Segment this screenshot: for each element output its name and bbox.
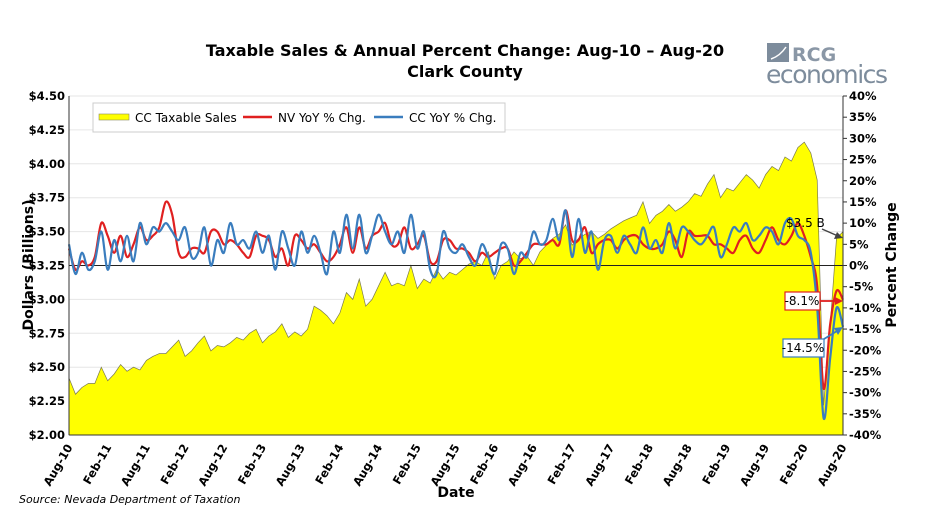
y-tick-label: $3.50 bbox=[29, 225, 65, 239]
x-tick-label: Feb-20 bbox=[777, 442, 811, 487]
source-note: Source: Nevada Department of Taxation bbox=[19, 493, 241, 506]
y-tick-label: $2.00 bbox=[29, 428, 65, 442]
legend-label-sales: CC Taxable Sales bbox=[135, 111, 237, 125]
x-tick-label: Aug-13 bbox=[273, 442, 308, 489]
x-tick-label: Feb-17 bbox=[544, 442, 578, 487]
annotation-cc: -14.5% bbox=[782, 327, 843, 358]
y-tick-label: $4.25 bbox=[29, 123, 65, 137]
y2-tick-label: 10% bbox=[849, 216, 877, 230]
y2-tick-label: -15% bbox=[849, 322, 882, 336]
sales-area-layer bbox=[68, 141, 844, 436]
x-tick-label: Feb-11 bbox=[80, 442, 114, 487]
x-axis-title: Date bbox=[437, 485, 474, 501]
annotation-sales: $3.5 B bbox=[786, 216, 843, 239]
x-tick-label: Feb-16 bbox=[467, 442, 501, 487]
y2-tick-label: 40% bbox=[849, 89, 877, 103]
x-tick-label: Aug-18 bbox=[660, 442, 695, 489]
legend-swatch-sales bbox=[98, 113, 130, 121]
x-tick-label: Feb-19 bbox=[699, 442, 733, 487]
left-axis-ticks: $2.00 $2.25 $2.50 $2.75 $3.00 $3.25 $3.50 $3.75… bbox=[29, 89, 65, 442]
chart-subtitle: Clark County bbox=[407, 62, 523, 81]
y-tick-label: $3.25 bbox=[29, 259, 65, 273]
y-tick-label: $4.50 bbox=[29, 89, 65, 103]
series-nv-yoy-line bbox=[67, 200, 844, 390]
y2-tick-label: -35% bbox=[849, 407, 882, 421]
series-cc-taxable-sales-area bbox=[68, 141, 844, 436]
y2-tick-label: 0% bbox=[849, 259, 869, 273]
x-tick-label: Aug-17 bbox=[582, 442, 617, 489]
y2-tick-label: 25% bbox=[849, 153, 877, 167]
logo-text-top: RCG bbox=[792, 44, 836, 66]
y-tick-label: $3.00 bbox=[29, 292, 65, 306]
annotation-sales-label: $3.5 B bbox=[786, 216, 825, 230]
y-tick-label: $4.00 bbox=[29, 157, 65, 171]
annotation-nv-label: -8.1% bbox=[785, 294, 820, 308]
annotation-cc-label: -14.5% bbox=[782, 341, 824, 355]
x-tick-label: Feb-15 bbox=[390, 442, 424, 487]
y-tick-label: $2.75 bbox=[29, 326, 65, 340]
y2-tick-label: -10% bbox=[849, 301, 882, 315]
y-axis-title: Dollars (Billions) bbox=[21, 200, 37, 331]
x-tick-label: Aug-10 bbox=[40, 442, 75, 489]
x-tick-label: Aug-20 bbox=[814, 442, 849, 489]
annotation-nv: -8.1% bbox=[784, 291, 843, 311]
y2-tick-label: 15% bbox=[849, 195, 877, 209]
y2-tick-label: -40% bbox=[849, 428, 882, 442]
x-tick-label: Feb-12 bbox=[157, 442, 191, 487]
x-tick-label: Aug-11 bbox=[118, 442, 153, 489]
y2-tick-label: -20% bbox=[849, 343, 882, 357]
y2-tick-label: -5% bbox=[849, 280, 874, 294]
y2-tick-label: -25% bbox=[849, 364, 882, 378]
x-tick-label: Feb-18 bbox=[622, 442, 656, 487]
y2-axis-title: Percent Change bbox=[884, 202, 900, 327]
x-tick-label: Aug-19 bbox=[737, 442, 772, 489]
right-axis-ticks: -40% -35% -30% -25% -20% -15% -10% -5% 0% 5% 10% 15… bbox=[843, 89, 882, 442]
x-axis-ticks: Aug-10 Feb-11 Aug-11 Feb-12 Aug-12 Feb-13 Aug-… bbox=[40, 442, 849, 489]
logo-mark-icon bbox=[767, 43, 789, 62]
x-tick-label: Aug-12 bbox=[195, 442, 230, 489]
y2-tick-label: 30% bbox=[849, 131, 877, 145]
legend-label-cc: CC YoY % Chg. bbox=[409, 111, 496, 125]
x-tick-label: Aug-14 bbox=[350, 442, 385, 489]
y-tick-label: $2.25 bbox=[29, 394, 65, 408]
legend: CC Taxable Sales NV YoY % Chg. CC YoY % … bbox=[92, 102, 506, 133]
y-tick-label: $2.50 bbox=[29, 360, 65, 374]
rcg-logo: RCG economics bbox=[766, 43, 888, 89]
yoy-lines-layer bbox=[67, 200, 845, 420]
x-tick-label: Feb-14 bbox=[312, 442, 346, 487]
chart-title: Taxable Sales & Annual Percent Change: A… bbox=[206, 41, 724, 60]
x-tick-label: Feb-13 bbox=[235, 442, 269, 487]
legend-label-nv: NV YoY % Chg. bbox=[278, 111, 366, 125]
logo-text-bottom: economics bbox=[766, 60, 888, 89]
y2-tick-label: -30% bbox=[849, 386, 882, 400]
series-cc-yoy-line bbox=[67, 209, 845, 420]
y2-tick-label: 5% bbox=[849, 237, 869, 251]
y2-tick-label: 20% bbox=[849, 174, 877, 188]
y2-tick-label: 35% bbox=[849, 110, 877, 124]
x-tick-label: Aug-16 bbox=[505, 442, 540, 489]
x-tick-label: Aug-15 bbox=[427, 442, 462, 489]
y-tick-label: $3.75 bbox=[29, 191, 65, 205]
